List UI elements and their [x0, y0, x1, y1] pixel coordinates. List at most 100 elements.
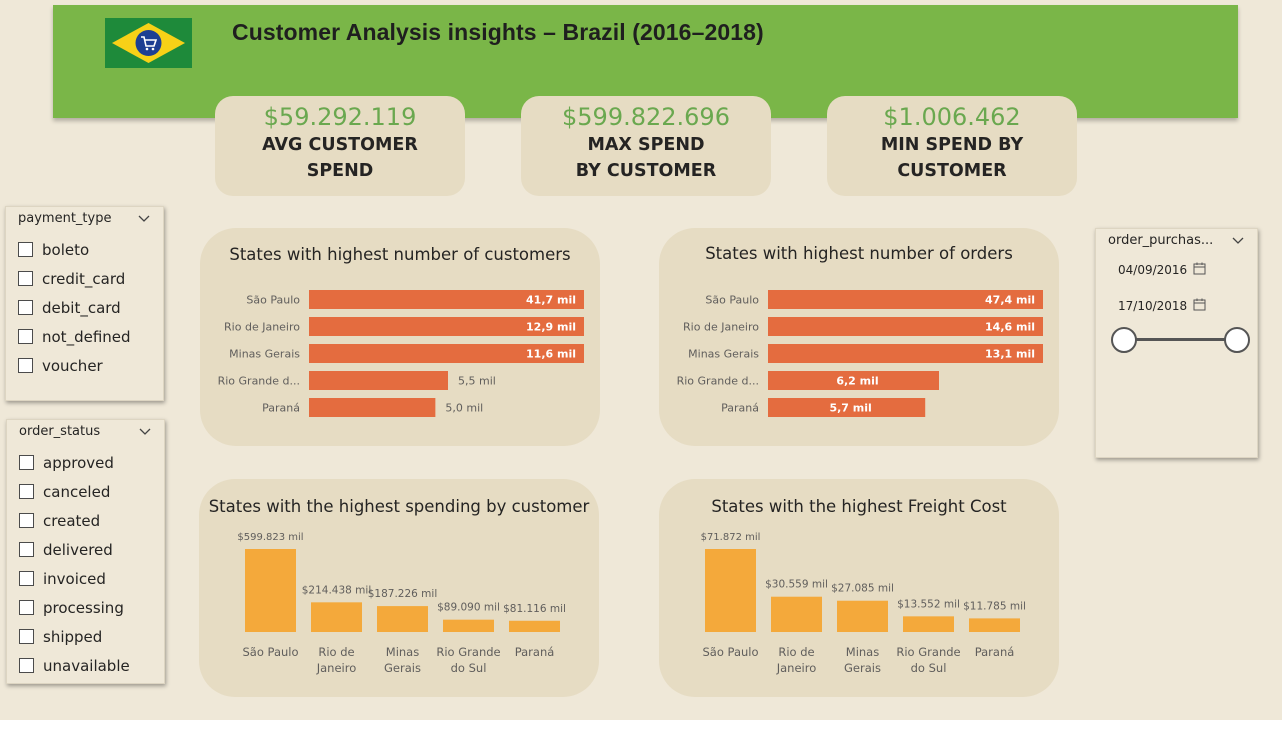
bar — [768, 371, 939, 390]
bar — [509, 620, 560, 632]
checkbox[interactable] — [19, 571, 34, 586]
checkbox[interactable] — [18, 329, 33, 344]
category-label: Rio de — [778, 645, 814, 659]
checkbox[interactable] — [19, 484, 34, 499]
kpi-card-min-spend: $1.006.462 MIN SPEND BY CUSTOMER — [827, 96, 1077, 196]
slicer-item-created[interactable]: created — [19, 506, 130, 535]
chevron-down-icon[interactable] — [1231, 233, 1245, 247]
checkbox[interactable] — [18, 242, 33, 257]
data-label: $30.559 mil — [765, 579, 828, 591]
bar — [771, 596, 822, 632]
bar — [309, 371, 448, 390]
end-date-input[interactable]: 17/10/2018 — [1118, 299, 1188, 313]
checkbox[interactable] — [19, 629, 34, 644]
slicer-item-boleto[interactable]: boleto — [18, 235, 131, 264]
data-label: 6,2 mil — [836, 375, 878, 388]
data-label: 14,6 mil — [985, 321, 1035, 334]
checkbox[interactable] — [19, 455, 34, 470]
kpi-label-line1: AVG CUSTOMER — [262, 135, 418, 155]
checkbox[interactable] — [18, 300, 33, 315]
category-label: Rio de Janeiro — [224, 321, 300, 334]
calendar-icon[interactable] — [1193, 262, 1206, 275]
customers-bar-chart: São Paulo 41,7 mil Rio de Janeiro 12,9 mil M… — [218, 290, 584, 417]
data-label: $13.552 mil — [897, 598, 960, 610]
slicer-item-credit-card[interactable]: credit_card — [18, 264, 131, 293]
slicer-item-approved[interactable]: approved — [19, 448, 130, 477]
chart-title: States with highest number of orders — [705, 244, 1013, 263]
data-label: 11,6 mil — [526, 348, 576, 361]
checkbox[interactable] — [19, 542, 34, 557]
data-label: 5,7 mil — [829, 402, 871, 415]
start-date-input[interactable]: 04/09/2016 — [1118, 263, 1188, 277]
slicer-item-voucher[interactable]: voucher — [18, 351, 131, 380]
category-label: Rio de Janeiro — [683, 321, 759, 334]
data-label: $187.226 mil — [368, 588, 438, 600]
page-title: Customer Analysis insights – Brazil (201… — [232, 19, 764, 45]
slicer-item-label: debit_card — [42, 298, 121, 317]
category-label: Paraná — [262, 402, 300, 415]
checkbox[interactable] — [19, 658, 34, 673]
category-label: Gerais — [844, 661, 881, 675]
slicer-item-processing[interactable]: processing — [19, 593, 130, 622]
data-label: $214.438 mil — [302, 584, 372, 596]
kpi-label-line2: BY CUSTOMER — [575, 161, 717, 181]
bar — [309, 290, 584, 309]
slicer-item-list: boleto credit_card debit_card not_define… — [18, 235, 131, 380]
slicer-item-label: delivered — [43, 540, 113, 559]
checkbox[interactable] — [18, 358, 33, 373]
category-label: São Paulo — [705, 294, 759, 307]
data-label: $27.085 mil — [831, 583, 894, 595]
slicer-item-not-defined[interactable]: not_defined — [18, 322, 131, 351]
kpi-label-line1: MAX SPEND — [587, 135, 705, 155]
category-label: Paraná — [515, 645, 555, 659]
slicer-item-shipped[interactable]: shipped — [19, 622, 130, 651]
data-label: 47,4 mil — [985, 294, 1035, 307]
category-label: do Sul — [911, 661, 947, 675]
chart-title: States with the highest spending by cust… — [208, 497, 590, 516]
slicer-item-label: voucher — [42, 356, 103, 375]
bar — [969, 618, 1020, 632]
bar — [309, 344, 584, 363]
slicer-item-label: not_defined — [42, 327, 131, 346]
data-label: 5,5 mil — [458, 375, 496, 388]
checkbox[interactable] — [19, 600, 34, 615]
checkbox[interactable] — [18, 271, 33, 286]
slicer-header: payment_type — [18, 211, 112, 226]
bar — [309, 317, 584, 336]
slicer-item-canceled[interactable]: canceled — [19, 477, 130, 506]
slicer-item-debit-card[interactable]: debit_card — [18, 293, 131, 322]
slicer-item-delivered[interactable]: delivered — [19, 535, 130, 564]
slicer-item-label: processing — [43, 598, 124, 617]
date-range-slider-track[interactable] — [1122, 338, 1238, 341]
kpi-value: $1.006.462 — [883, 103, 1021, 131]
category-label: Gerais — [384, 661, 421, 675]
data-label: $599.823 mil — [237, 532, 303, 543]
slicer-item-list: approved canceled created delivered invo… — [19, 448, 130, 680]
bar — [768, 398, 926, 417]
slicer-item-invoiced[interactable]: invoiced — [19, 564, 130, 593]
checkbox[interactable] — [19, 513, 34, 528]
bar — [443, 619, 494, 632]
order-purchase-date-slicer: order_purchas... 04/09/2016 17/10/2018 — [1095, 228, 1258, 458]
spending-bar-chart: $599.823 mil São Paulo $214.438 mil Rio de J… — [237, 532, 566, 675]
data-label: $81.116 mil — [503, 603, 566, 615]
date-range-start-handle[interactable] — [1111, 327, 1137, 353]
bar — [309, 398, 436, 417]
category-label: Rio Grande d... — [218, 375, 300, 388]
slicer-header: order_purchas... — [1108, 233, 1214, 248]
category-label: São Paulo — [242, 645, 298, 659]
slicer-item-label: created — [43, 511, 101, 530]
calendar-icon[interactable] — [1193, 298, 1206, 311]
kpi-value: $599.822.696 — [562, 103, 730, 131]
order-status-slicer: order_status approved canceled created d… — [6, 419, 165, 684]
date-range-end-handle[interactable] — [1224, 327, 1250, 353]
data-label: 13,1 mil — [985, 348, 1035, 361]
kpi-label-line2: SPEND — [306, 161, 374, 181]
data-label: 5,0 mil — [445, 402, 483, 415]
bar — [311, 602, 362, 632]
slicer-item-label: boleto — [42, 240, 90, 259]
chevron-down-icon[interactable] — [138, 424, 152, 438]
slicer-header: order_status — [19, 424, 101, 439]
chevron-down-icon[interactable] — [137, 211, 151, 225]
slicer-item-unavailable[interactable]: unavailable — [19, 651, 130, 680]
